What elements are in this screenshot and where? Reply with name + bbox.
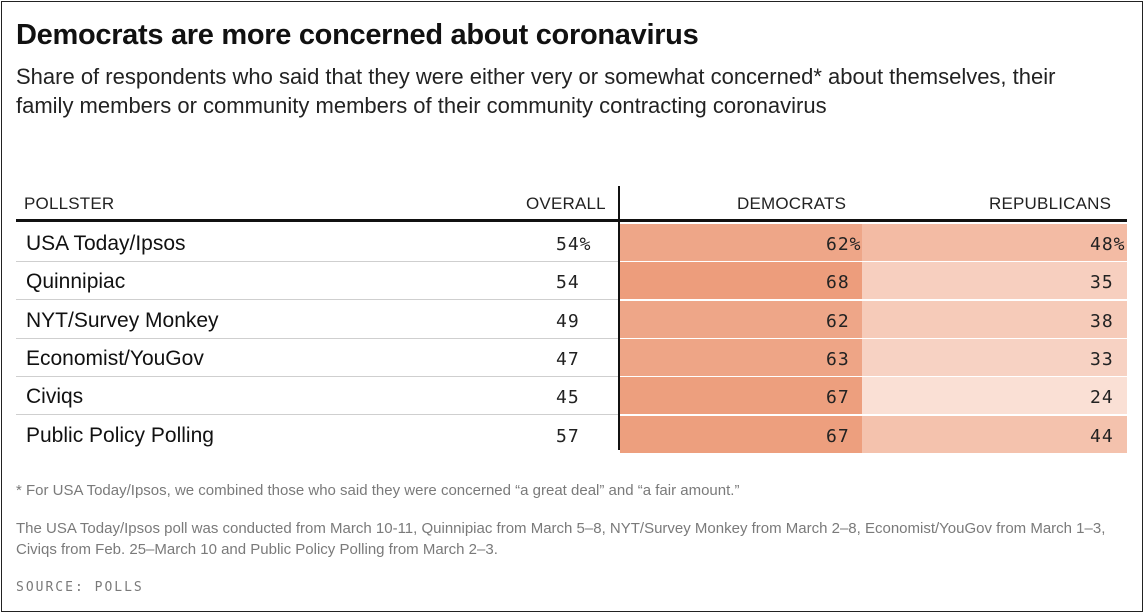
cell-pollster: Civiqs xyxy=(26,385,84,409)
table-row: Economist/YouGov 47 63 33 xyxy=(16,338,1127,377)
cell-overall: 54 xyxy=(556,272,580,294)
cell-republicans: 33 xyxy=(862,338,1127,376)
table-row: USA Today/Ipsos 54% 62% 48% xyxy=(16,224,1127,262)
cell-pollster: Economist/YouGov xyxy=(26,346,204,370)
cell-pollster: USA Today/Ipsos xyxy=(26,232,186,255)
methodology-note: The USA Today/Ipsos poll was conducted f… xyxy=(16,520,1106,558)
column-header-democrats: DEMOCRATS xyxy=(737,194,847,213)
table-row: Civiqs 45 67 24 xyxy=(16,377,1127,416)
cell-pollster: Public Policy Polling xyxy=(26,423,214,447)
cell-republicans: 24 xyxy=(862,377,1127,415)
value-democrats: 63 xyxy=(826,348,850,370)
column-header-overall: OVERALL xyxy=(526,194,606,213)
cell-democrats: 67 xyxy=(620,377,862,415)
value-republicans: 48% xyxy=(1090,234,1126,255)
source-label: SOURCE: POLLS xyxy=(16,580,144,595)
value-republicans: 24 xyxy=(1090,387,1114,409)
value-democrats: 67 xyxy=(826,387,850,409)
table-row: Quinnipiac 54 68 35 xyxy=(16,262,1127,301)
value-democrats: 68 xyxy=(826,272,850,294)
footnote: * For USA Today/Ipsos, we combined those… xyxy=(16,482,740,499)
cell-overall: 54% xyxy=(556,234,592,255)
cell-democrats: 67 xyxy=(620,415,862,453)
value-republicans: 33 xyxy=(1090,348,1114,370)
row-divider xyxy=(16,414,620,416)
row-divider xyxy=(16,299,620,301)
row-divider xyxy=(16,261,620,262)
cell-democrats: 62 xyxy=(620,300,862,338)
header-rule xyxy=(16,219,1127,222)
column-divider xyxy=(618,186,620,450)
value-republicans: 44 xyxy=(1090,425,1114,447)
value-democrats: 62% xyxy=(826,234,862,255)
cell-republicans: 38 xyxy=(862,300,1127,338)
cell-overall: 57 xyxy=(556,425,580,447)
value-democrats: 62 xyxy=(826,310,850,332)
value-republicans: 38 xyxy=(1090,310,1114,332)
value-democrats: 67 xyxy=(826,425,850,447)
table-row: NYT/Survey Monkey 49 62 38 xyxy=(16,300,1127,339)
cell-democrats: 68 xyxy=(620,262,862,300)
cell-overall: 49 xyxy=(556,310,580,332)
cell-democrats: 62% xyxy=(620,224,862,261)
cell-pollster: Quinnipiac xyxy=(26,270,126,294)
column-header-pollster: POLLSTER xyxy=(24,194,115,213)
cell-overall: 47 xyxy=(556,348,580,370)
row-divider xyxy=(16,337,620,339)
table-row: Public Policy Polling 57 67 44 xyxy=(16,415,1127,454)
cell-republicans: 35 xyxy=(862,262,1127,300)
cell-pollster: NYT/Survey Monkey xyxy=(26,308,219,332)
cell-overall: 45 xyxy=(556,387,580,409)
row-divider xyxy=(16,375,620,377)
cell-democrats: 63 xyxy=(620,338,862,376)
chart-subtitle: Share of respondents who said that they … xyxy=(16,64,1056,118)
cell-republicans: 44 xyxy=(862,415,1127,453)
chart-title: Democrats are more concerned about coron… xyxy=(16,19,699,51)
cell-republicans: 48% xyxy=(862,224,1127,261)
value-republicans: 35 xyxy=(1090,272,1114,294)
column-header-republicans: REPUBLICANS xyxy=(989,194,1112,213)
